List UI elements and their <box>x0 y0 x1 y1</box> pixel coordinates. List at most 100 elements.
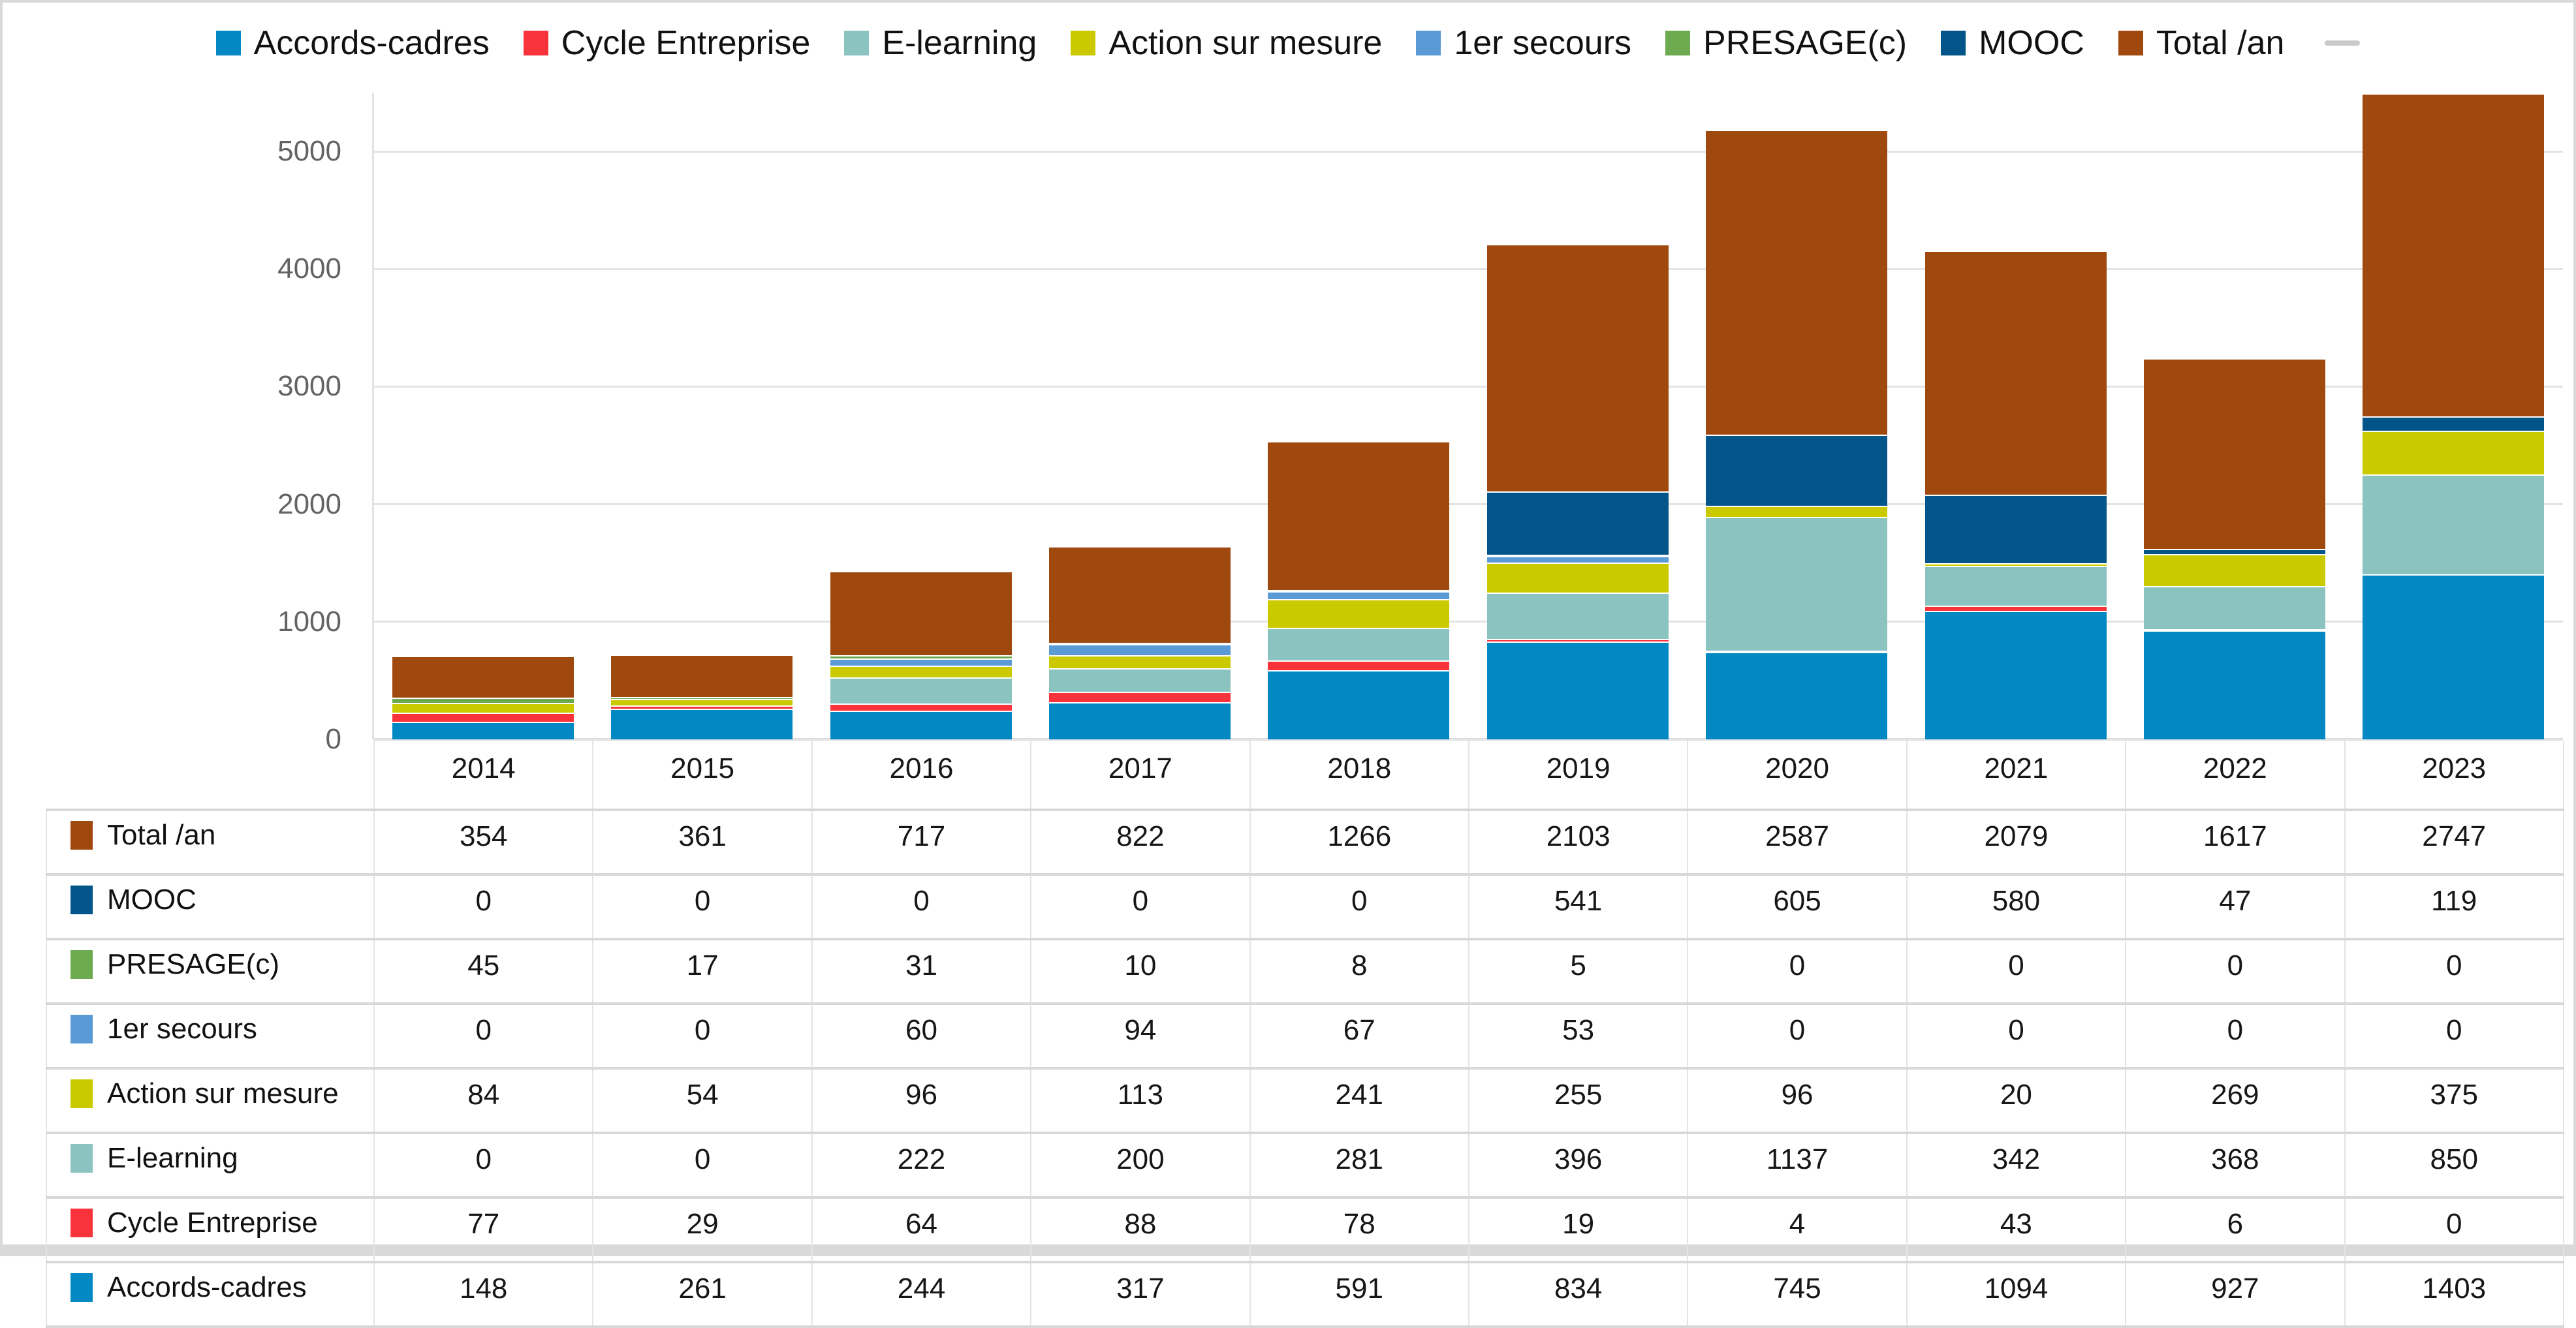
table-value-cell: 0 <box>2344 1196 2564 1263</box>
legend-overflow-dash <box>2325 40 2361 46</box>
table-value-cell: 0 <box>592 1002 813 1070</box>
bar-segment-e-learning <box>1048 668 1231 692</box>
row-swatch-icon <box>71 1144 93 1173</box>
table-value-cell: 0 <box>1906 1002 2127 1070</box>
bar-segment-action-sur-mesure <box>1486 563 1669 593</box>
table-value-cell: 0 <box>1687 938 1908 1005</box>
legend-item-4[interactable]: 1er secours <box>1416 26 1631 60</box>
bar-segment-action-sur-mesure <box>1048 655 1231 669</box>
gridline <box>373 150 2563 153</box>
table-row: Total /an 354 361 717 822 1266 2103 2587 2079 161… <box>46 809 2564 876</box>
bar-segment-cycle-entreprise <box>1924 606 2107 611</box>
table-row-label: Total /an <box>46 809 375 876</box>
bar-segment-presage-c- <box>1048 642 1231 644</box>
table-header-row: 2014 2015 2016 2017 2018 2019 2020 2021 2022 2023 <box>46 741 2564 811</box>
table-value-cell: 5 <box>1468 938 1689 1005</box>
legend-item-7[interactable]: Total /an <box>2118 26 2284 60</box>
table-value-cell: 0 <box>1030 873 1251 940</box>
table-value-cell: 850 <box>2344 1132 2564 1199</box>
table-value-cell: 0 <box>373 873 594 940</box>
bar-segment-mooc <box>2363 416 2545 431</box>
table-value-cell: 119 <box>2344 873 2564 940</box>
legend-item-6[interactable]: MOOC <box>1941 26 2084 60</box>
legend-swatch-icon <box>1416 31 1441 55</box>
table-value-cell: 317 <box>1030 1261 1251 1328</box>
bar-segment-cycle-entreprise <box>392 713 574 722</box>
bar-segment-1er-secours <box>1048 643 1231 655</box>
table-header-year: 2017 <box>1030 741 1251 811</box>
legend-swatch-icon <box>1941 31 1966 55</box>
table-value-cell: 2103 <box>1468 809 1689 876</box>
legend-item-1[interactable]: Cycle Entreprise <box>523 26 810 60</box>
legend-label: PRESAGE(c) <box>1703 24 1908 62</box>
table-row: Action sur mesure 84 54 96 113 241 255 96 20 269 3… <box>46 1067 2564 1134</box>
bar-segment-1er-secours <box>1268 591 1450 600</box>
table-row: Accords-cadres 148 261 244 317 591 834 745 1094 9… <box>46 1261 2564 1328</box>
table-row-label: PRESAGE(c) <box>46 938 375 1005</box>
table-value-cell: 1617 <box>2125 809 2346 876</box>
table-value-cell: 269 <box>2125 1067 2346 1134</box>
y-tick-label: 3000 <box>277 370 341 403</box>
table-header-year: 2016 <box>811 741 1032 811</box>
row-label-text: MOOC <box>107 884 196 916</box>
legend-item-2[interactable]: E-learning <box>844 26 1037 60</box>
table-row-label: E-learning <box>46 1132 375 1199</box>
table-value-cell: 1094 <box>1906 1261 2127 1328</box>
legend-item-5[interactable]: PRESAGE(c) <box>1665 26 1907 60</box>
bar-segment-e-learning <box>1706 516 1888 651</box>
row-label-text: Action sur mesure <box>107 1077 339 1109</box>
table-value-cell: 0 <box>373 1132 594 1199</box>
table-row-label: Accords-cadres <box>46 1261 375 1328</box>
table-row: PRESAGE(c) 45 17 31 10 8 5 0 0 0 0 <box>46 938 2564 1005</box>
bar-segment-accords-cadres <box>830 711 1012 739</box>
table-value-cell: 822 <box>1030 809 1251 876</box>
table-value-cell: 88 <box>1030 1196 1251 1263</box>
table-value-cell: 64 <box>811 1196 1032 1263</box>
table-value-cell: 244 <box>811 1261 1032 1328</box>
table-row: 1er secours 0 0 60 94 67 53 0 0 0 0 <box>46 1002 2564 1070</box>
bar-segment-action-sur-mesure <box>2143 554 2325 586</box>
table-value-cell: 67 <box>1249 1002 1469 1070</box>
bar-segment-cycle-entreprise <box>1048 692 1231 702</box>
bar-segment-accords-cadres <box>611 708 793 739</box>
legend-swatch-icon <box>2118 31 2143 55</box>
bar-segment-mooc <box>1706 434 1888 506</box>
bar-segment-accords-cadres <box>2363 574 2545 739</box>
table-row: Cycle Entreprise 77 29 64 88 78 19 4 43 6 0 <box>46 1196 2564 1263</box>
bar-segment-total-an <box>392 656 574 698</box>
bar-segment-1er-secours <box>830 658 1012 666</box>
legend-item-3[interactable]: Action sur mesure <box>1071 26 1382 60</box>
bar-2019 <box>1486 244 1669 739</box>
table-value-cell: 47 <box>2125 873 2346 940</box>
table-row: MOOC 0 0 0 0 0 541 605 580 47 119 <box>46 873 2564 940</box>
legend-item-0[interactable]: Accords-cadres <box>215 26 490 60</box>
row-label-text: Accords-cadres <box>107 1271 307 1303</box>
table-value-cell: 31 <box>811 938 1032 1005</box>
data-table: 2014 2015 2016 2017 2018 2019 2020 2021 2022 2023… <box>46 741 2564 1328</box>
table-value-cell: 361 <box>592 809 813 876</box>
bar-segment-presage-c- <box>1486 555 1669 557</box>
table-value-cell: 605 <box>1687 873 1908 940</box>
row-label-text: PRESAGE(c) <box>107 948 280 980</box>
bar-segment-accords-cadres <box>1486 641 1669 739</box>
bar-segment-cycle-entreprise <box>2143 628 2325 630</box>
legend-label: Action sur mesure <box>1108 24 1383 62</box>
legend-label: 1er secours <box>1454 24 1632 62</box>
bar-segment-total-an <box>830 570 1012 655</box>
bar-segment-cycle-entreprise <box>1706 650 1888 652</box>
bar-segment-presage-c- <box>611 696 793 700</box>
table-value-cell: 2747 <box>2344 809 2564 876</box>
legend-label: MOOC <box>1979 24 2084 62</box>
legend-swatch-icon <box>844 31 870 55</box>
table-value-cell: 19 <box>1468 1196 1689 1263</box>
table-value-cell: 45 <box>373 938 594 1005</box>
table-value-cell: 200 <box>1030 1132 1251 1199</box>
table-row-label: 1er secours <box>46 1002 375 1070</box>
bar-segment-total-an <box>1268 441 1450 591</box>
bar-segment-accords-cadres <box>2143 630 2325 739</box>
table-corner-cell <box>46 741 375 811</box>
bar-segment-cycle-entreprise <box>611 705 793 709</box>
bar-2015 <box>611 654 793 739</box>
legend-label: E-learning <box>882 24 1037 62</box>
table-value-cell: 255 <box>1468 1067 1689 1134</box>
